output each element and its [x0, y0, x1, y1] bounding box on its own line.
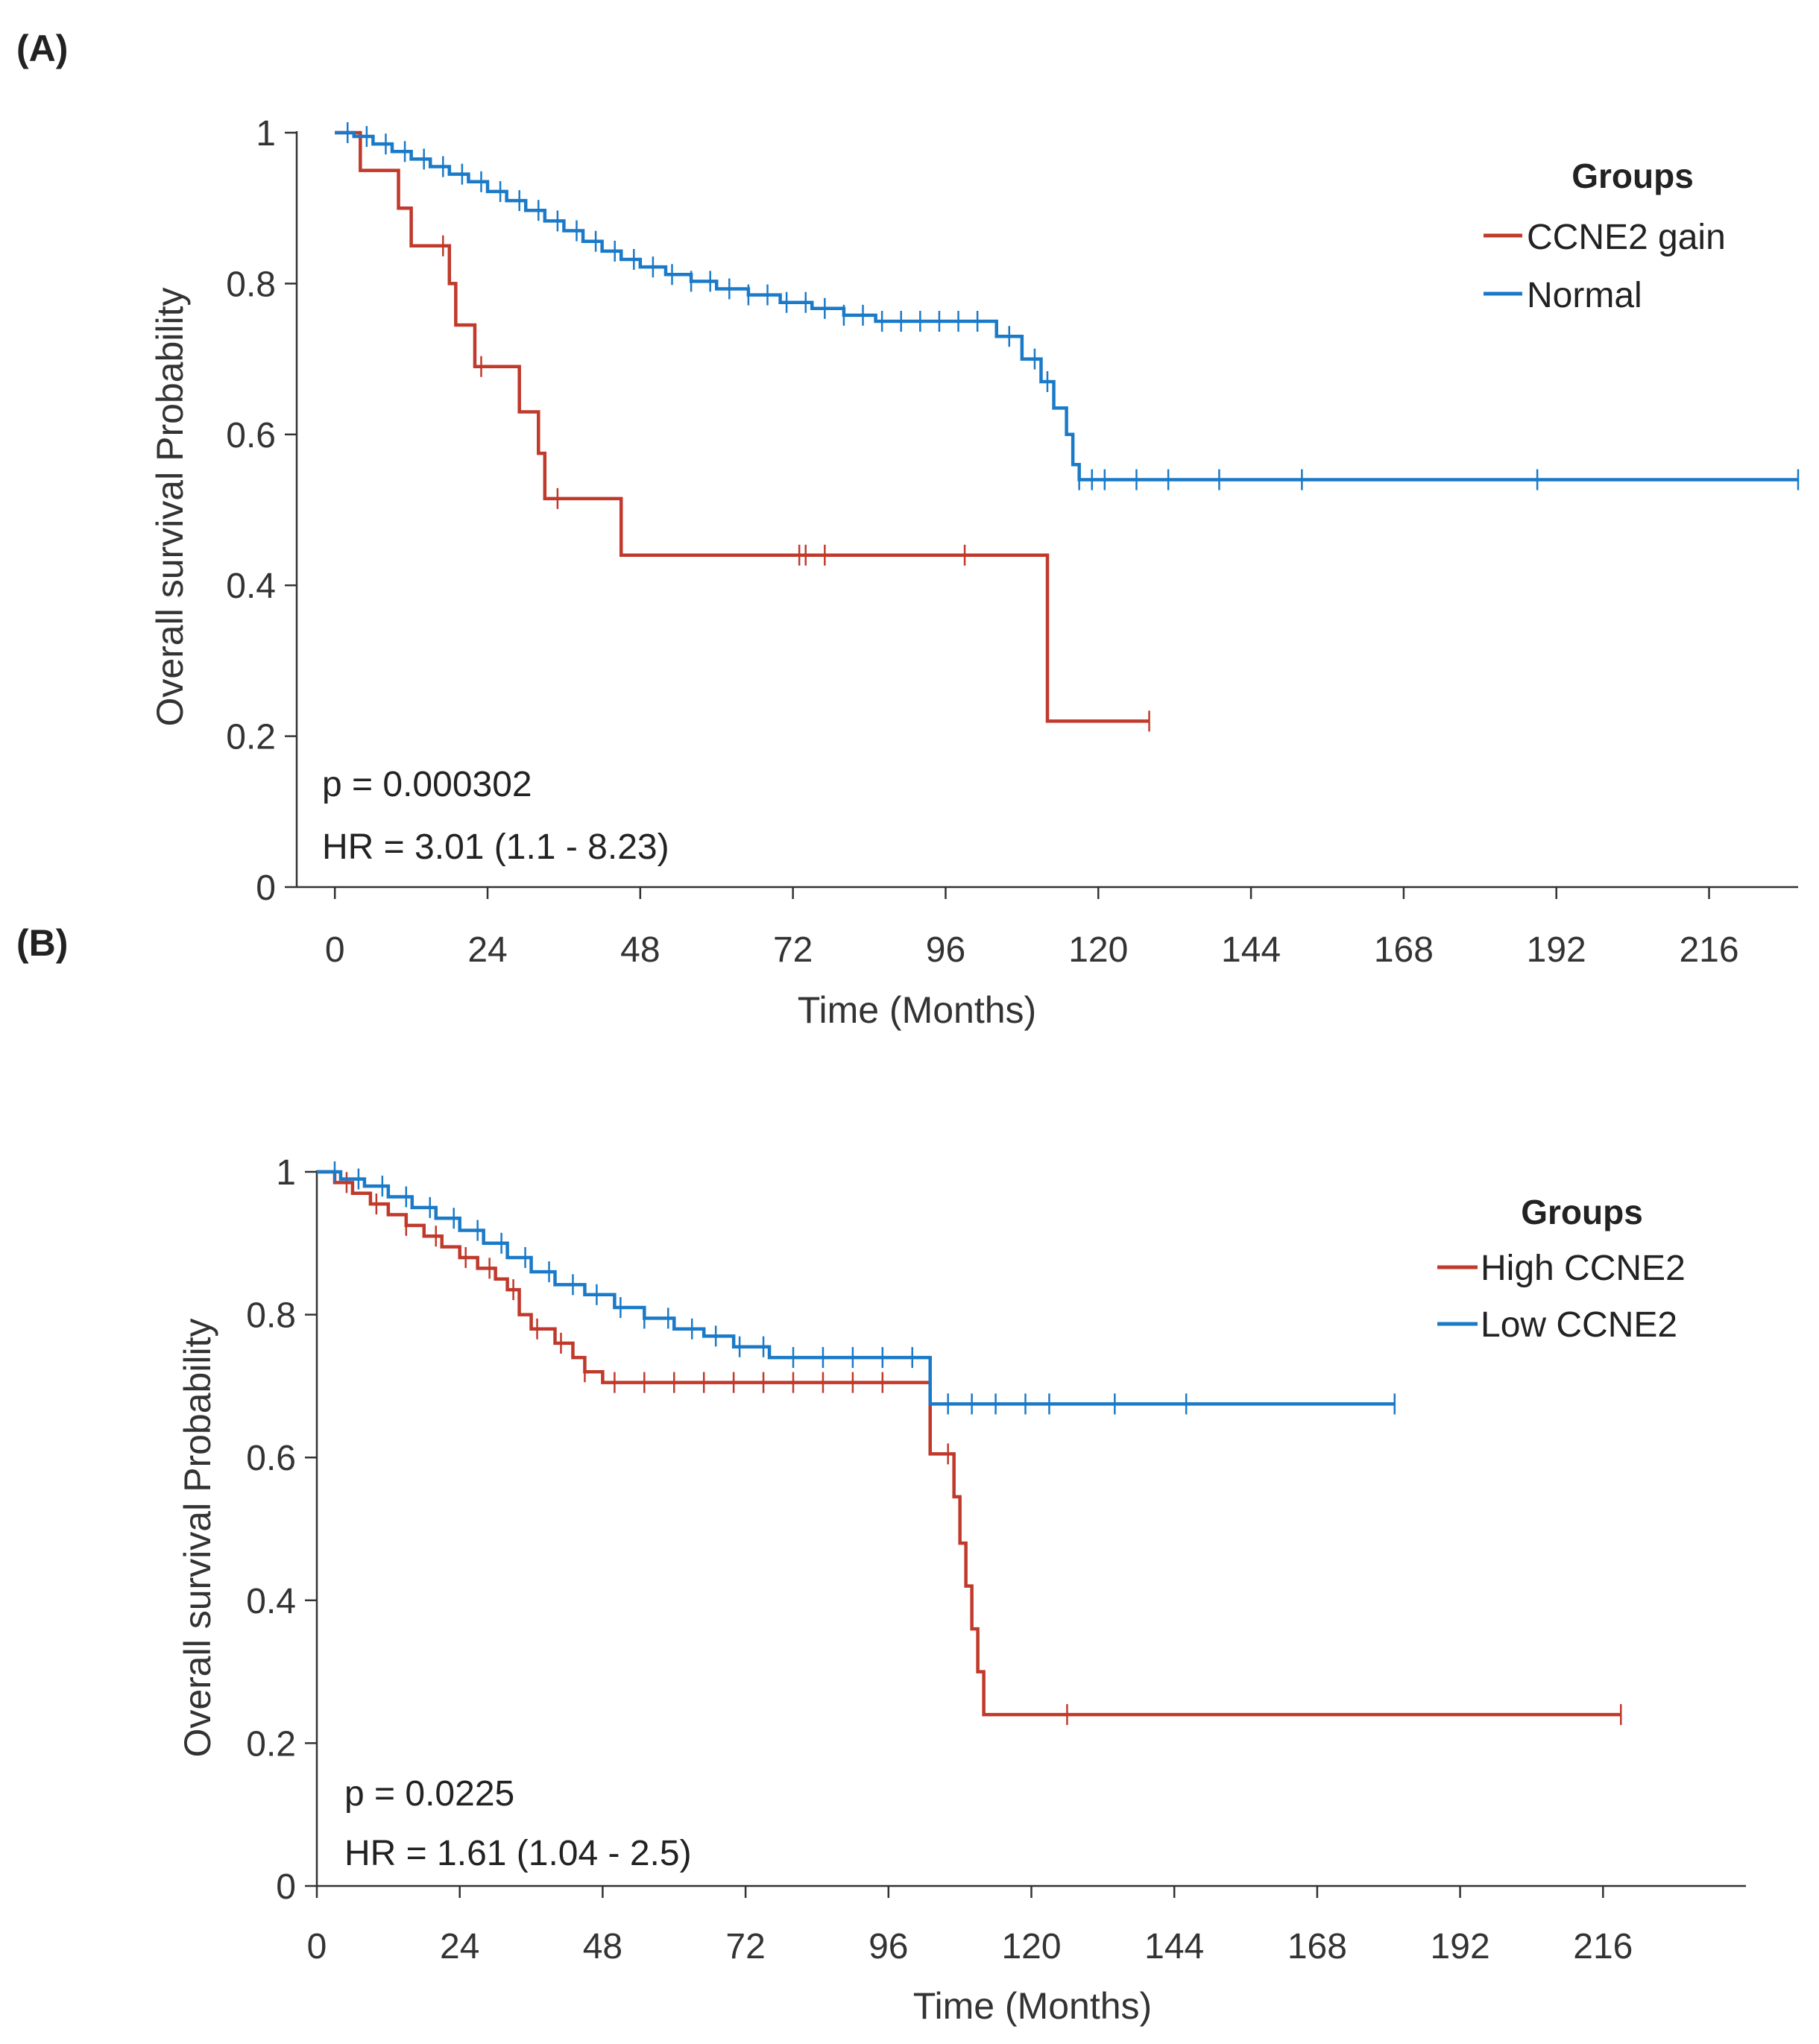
panel-b-y-tick-label: 1 [276, 1153, 296, 1193]
panel-b-label: (B) [16, 922, 68, 964]
panel-b-x-tick-label: 96 [868, 1927, 908, 1966]
panel-a-legend-label-normal: Normal [1527, 276, 1642, 315]
panel-a-y-tick-label: 0.2 [226, 718, 276, 757]
panel-b-x-tick-label: 216 [1573, 1927, 1633, 1966]
panel-a-x-tick-label: 72 [773, 930, 813, 970]
panel-a-x-axis-title: Time (Months) [798, 989, 1036, 1031]
panel-b-y-tick-label: 0.8 [246, 1296, 296, 1336]
panel-b: (B) Time (Months) Overall survival Proba… [16, 922, 1746, 2027]
panel-a-curve-normal [335, 130, 1798, 482]
panel-b-x-tick-label: 24 [440, 1927, 479, 1966]
panel-a-y-tick-label: 0.8 [226, 265, 276, 304]
panel-b-hazard-ratio: HR = 1.61 (1.04 - 2.5) [344, 1834, 692, 1873]
panel-a: (A) Time (Months) Overall survival Proba… [16, 28, 1800, 1031]
panel-a-y-tick-label: 0 [256, 868, 276, 908]
panel-a-x-tick-label: 96 [926, 930, 965, 970]
panel-b-x-tick-label: 48 [583, 1927, 622, 1966]
panel-a-x-tick-label: 216 [1679, 930, 1738, 970]
panel-b-y-tick-label: 0.2 [246, 1724, 296, 1764]
panel-a-legend-label-ccne2-gain: CCNE2 gain [1527, 218, 1726, 257]
panel-b-legend-label-low-ccne2: Low CCNE2 [1481, 1305, 1677, 1345]
panel-a-x-tick-label: 192 [1527, 930, 1586, 970]
panel-a-curve-ccne2-gain [335, 130, 1150, 723]
panel-b-legend-label-high-ccne2: High CCNE2 [1481, 1249, 1686, 1288]
panel-a-x-tick-label: 120 [1068, 930, 1128, 970]
panel-a-y-tick-label: 0.6 [226, 416, 276, 455]
panel-a-y-tick-label: 0.4 [226, 567, 276, 606]
panel-a-p-value: p = 0.000302 [322, 765, 532, 804]
panel-b-y-tick-label: 0.4 [246, 1582, 296, 1621]
panel-b-legend-title: Groups [1521, 1193, 1643, 1231]
panel-a-hazard-ratio: HR = 3.01 (1.1 - 8.23) [322, 827, 669, 867]
panel-b-y-tick-label: 0.6 [246, 1439, 296, 1478]
panel-a-legend-title: Groups [1571, 157, 1694, 195]
panel-a-x-tick-label: 24 [467, 930, 507, 970]
panel-a-label: (A) [16, 28, 68, 69]
panel-a-x-tick-label: 144 [1221, 930, 1281, 970]
panel-b-curve-high-ccne2 [317, 1170, 1621, 1717]
panel-b-p-value: p = 0.0225 [344, 1774, 514, 1814]
panel-a-x-tick-label: 168 [1374, 930, 1434, 970]
panel-b-y-tick-label: 0 [276, 1867, 296, 1907]
panel-b-x-tick-label: 168 [1287, 1927, 1347, 1966]
panel-a-y-tick-label: 1 [256, 114, 276, 154]
panel-b-x-tick-label: 120 [1001, 1927, 1061, 1966]
panel-b-x-tick-label: 192 [1431, 1927, 1490, 1966]
panel-b-legend: Groups High CCNE2 Low CCNE2 [1437, 1193, 1686, 1345]
panel-b-x-tick-label: 144 [1144, 1927, 1204, 1966]
panel-b-x-tick-label: 0 [307, 1927, 327, 1966]
panel-b-y-axis-title: Overall survival Probability [177, 1318, 218, 1757]
panel-a-x-tick-label: 48 [620, 930, 660, 970]
panel-b-x-tick-label: 72 [725, 1927, 765, 1966]
panel-a-y-axis-title: Overall survival Probability [149, 287, 191, 726]
panel-b-curve-low-ccne2 [317, 1170, 1395, 1406]
panel-a-x-tick-label: 0 [325, 930, 345, 970]
panel-b-x-axis-title: Time (Months) [913, 1985, 1152, 2027]
panel-a-legend: Groups CCNE2 gain Normal [1484, 157, 1726, 315]
